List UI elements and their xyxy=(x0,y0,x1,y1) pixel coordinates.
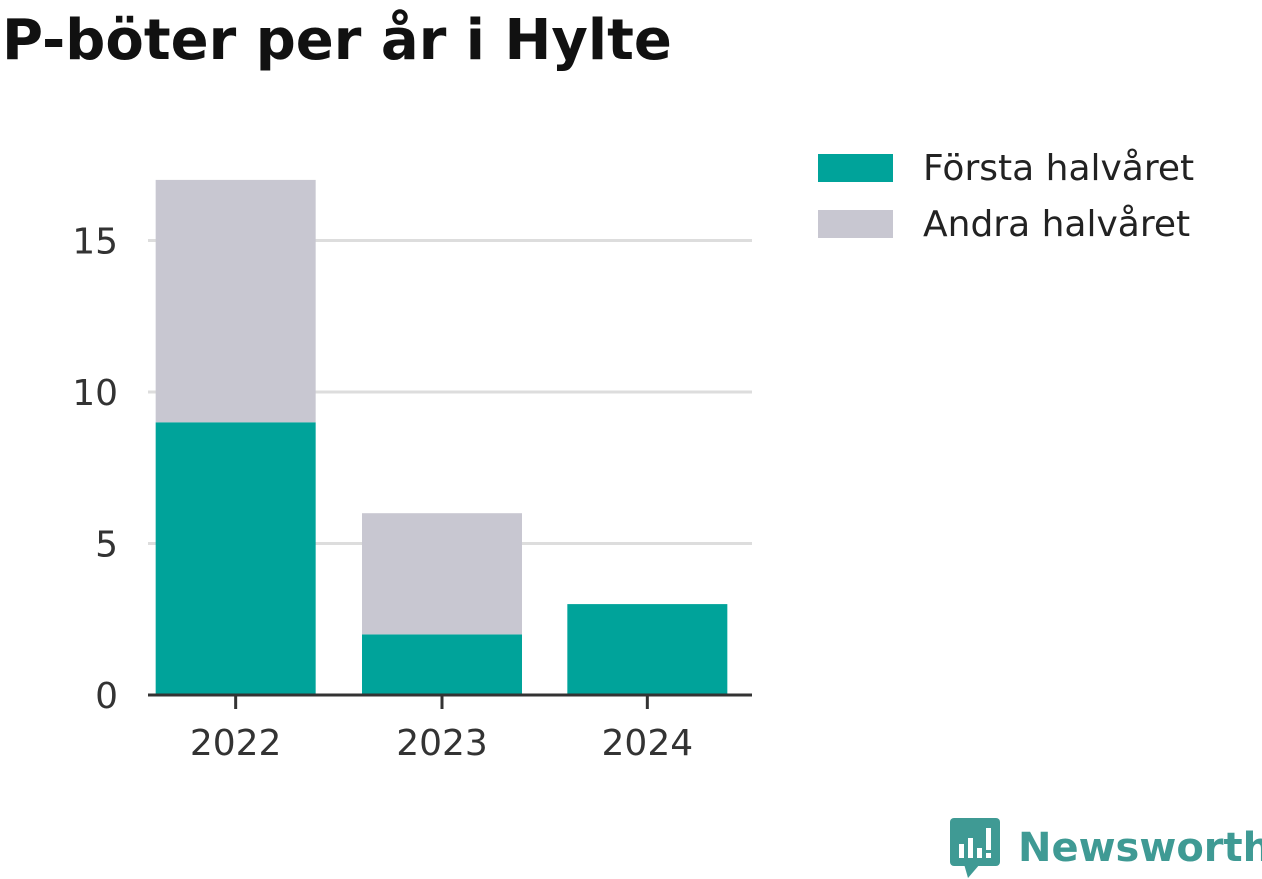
newsworthy-logo-icon xyxy=(950,818,1000,878)
bar-2022-first-half xyxy=(155,422,316,695)
legend-label-first-half: Första halvåret xyxy=(923,147,1195,189)
bar-2024-first-half xyxy=(567,604,728,695)
y-tick-label: 15 xyxy=(72,222,118,263)
legend-item-first-half: Första halvåret xyxy=(818,140,1194,196)
legend-swatch-second-half xyxy=(818,210,893,238)
chart-title: P-böter per år i Hylte xyxy=(2,8,672,73)
y-tick-label: 10 xyxy=(72,373,118,414)
legend-swatch-first-half xyxy=(818,154,893,182)
bar-2023-second-half xyxy=(362,513,522,635)
brand-logo: Newsworthy xyxy=(950,818,1262,878)
x-tick-label: 2022 xyxy=(190,723,282,764)
y-tick-label: 0 xyxy=(95,676,118,717)
bar-chart: 0 5 10 15 2022 2023 2024 xyxy=(72,179,752,764)
axes: 0 5 10 15 2022 2023 2024 xyxy=(72,222,752,764)
legend-item-second-half: Andra halvåret xyxy=(818,196,1194,252)
bars xyxy=(155,179,728,695)
brand-name: Newsworthy xyxy=(1018,825,1262,871)
bar-2023-first-half xyxy=(362,634,522,695)
x-tick-label: 2023 xyxy=(396,723,488,764)
x-tick-label: 2024 xyxy=(602,723,694,764)
legend: Första halvåret Andra halvåret xyxy=(818,140,1194,252)
y-tick-label: 5 xyxy=(95,525,118,566)
bar-2022-second-half xyxy=(155,179,316,423)
legend-label-second-half: Andra halvåret xyxy=(923,203,1191,245)
